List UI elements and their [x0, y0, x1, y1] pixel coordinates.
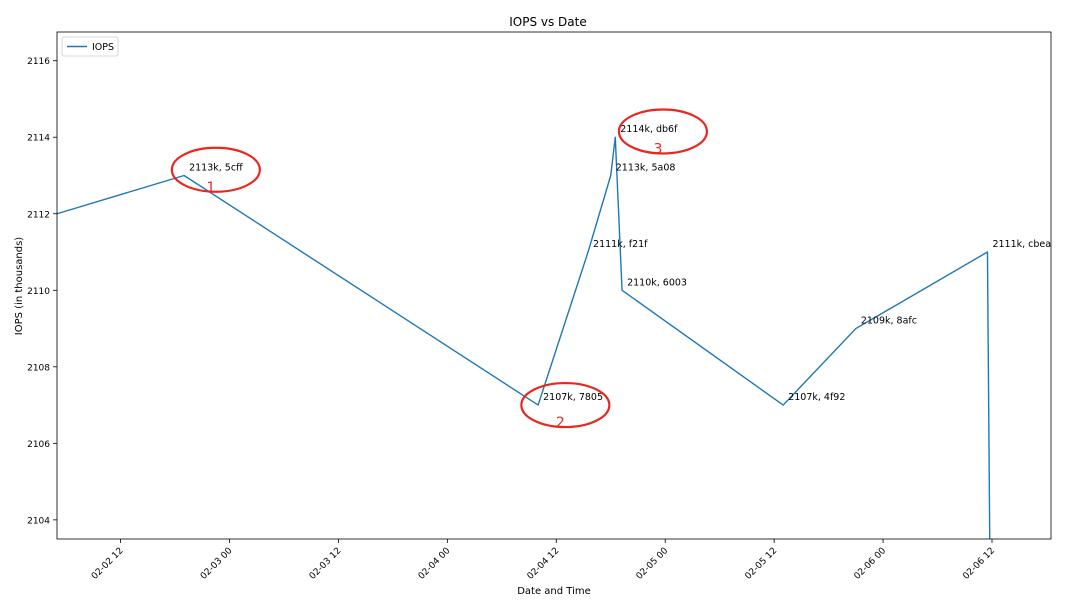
- highlight-number-2: 2: [556, 415, 565, 431]
- data-annotation: 2107k, 7805: [543, 392, 603, 403]
- highlight-ellipse-1: [170, 146, 261, 193]
- legend-label-iops: IOPS: [92, 42, 114, 53]
- legend-box: [61, 36, 119, 57]
- highlight-ellipse-2: [520, 381, 611, 429]
- data-annotation: 2113k, 5a08: [616, 162, 676, 173]
- series-line-iops: [56, 136, 991, 540]
- y-tick-label: 2108: [27, 363, 50, 373]
- data-annotation: 2109k, 8afc: [861, 316, 917, 327]
- y-axis-label: IOPS (in thousands): [14, 237, 25, 336]
- data-annotation: 2114k, db6f: [620, 124, 678, 135]
- data-annotation: 2111k, f21f: [593, 239, 648, 250]
- highlight-ellipse-3: [617, 108, 709, 155]
- data-annotation: 2111k, cbea: [992, 239, 1051, 250]
- y-tick-label: 2104: [27, 516, 50, 526]
- data-annotation: 2107k, 4f92: [788, 392, 845, 403]
- highlight-number-1: 1: [206, 180, 215, 196]
- y-tick-label: 2112: [27, 210, 50, 220]
- chart-title: IOPS vs Date: [509, 15, 587, 29]
- highlight-number-3: 3: [653, 141, 662, 157]
- y-tick-label: 2106: [27, 440, 50, 450]
- x-axis-label: Date and Time: [517, 586, 591, 597]
- data-annotation: 2110k, 6003: [627, 277, 687, 288]
- legend: IOPS: [61, 36, 119, 57]
- y-tick-label: 2110: [27, 287, 50, 297]
- y-tick-label: 2114: [27, 134, 50, 144]
- y-tick-label: 2116: [27, 57, 50, 67]
- data-annotation: 2113k, 5cff: [189, 162, 243, 173]
- plot-frame: [56, 31, 1052, 540]
